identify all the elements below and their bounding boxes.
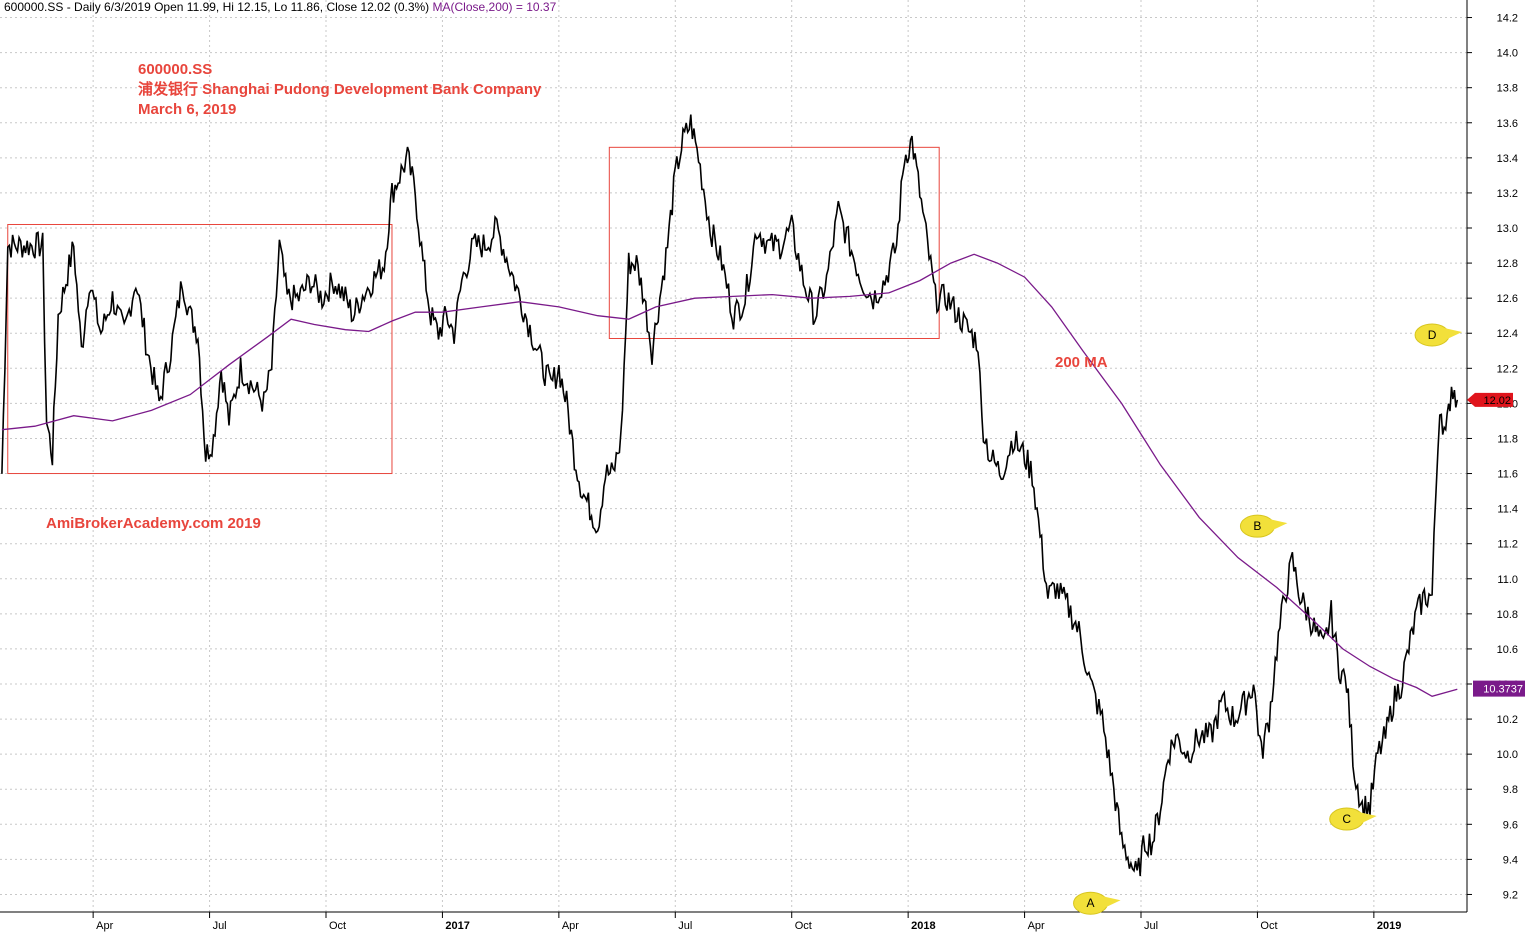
last-close-value: 12.02 [1483,395,1511,407]
range-box [608,146,940,339]
chart-annotation-title: 600000.SS 浦发银行 Shanghai Pudong Developme… [138,60,541,120]
x-axis-ticks: Apr Jul Oct 2017 Apr Jul Oct 2018 Apr Jul Oct 2019 [92,912,1401,932]
ma-series [1,253,1458,697]
y-tick-label: 13.6 [1497,118,1518,130]
x-tick-label: Jul [678,920,692,932]
callout-a: A [1073,891,1121,915]
x-tick-label: Oct [1260,920,1277,932]
x-tick-label: Oct [795,920,812,932]
y-tick-label: 9.6 [1503,819,1518,831]
y-tick-label: 12.4 [1497,328,1518,340]
x-tick-label: Jul [1144,920,1158,932]
callout-label: D [1428,328,1437,342]
last-ma-badge: 10.3737 [1473,680,1525,697]
x-tick-label: 2019 [1377,920,1401,932]
range-box [7,223,393,475]
x-tick-label: 2018 [911,920,935,932]
y-tick-label: 11.8 [1497,433,1518,445]
x-tick-label: Oct [329,920,346,932]
y-tick-label: 12.8 [1497,258,1518,270]
callout-c: C [1329,807,1377,831]
chart-header: 600000.SS - Daily 6/3/2019 Open 11.99, H… [4,0,556,14]
last-close-badge: 12.02 [1467,392,1513,407]
x-tick-label: Jul [213,920,227,932]
y-tick-label: 11.4 [1497,504,1518,516]
y-tick-label: 13.2 [1497,188,1518,200]
annotation-company: 浦发银行 Shanghai Pudong Development Bank Co… [138,81,542,98]
y-tick-label: 10.0 [1497,749,1518,761]
annotation-symbol: 600000.SS [138,61,213,78]
x-tick-label: 2017 [445,920,469,932]
y-tick-label: 13.4 [1497,153,1518,165]
grid-lines [0,0,1467,912]
callout-label: A [1087,896,1095,910]
range-boxes [7,146,940,475]
price-series [1,114,1459,877]
last-ma-value: 10.3737 [1483,684,1523,696]
wave-callouts: A B C D [1073,323,1463,915]
y-tick-label: 10.6 [1497,644,1518,656]
y-tick-label: 9.2 [1503,889,1518,901]
y-axis-ticks: 9.29.49.69.810.010.210.410.610.811.011.2… [1467,13,1518,901]
callout-label: B [1253,519,1261,533]
ma-line [1,253,1458,697]
y-tick-label: 13.0 [1497,223,1518,235]
y-tick-label: 11.0 [1497,574,1518,586]
callout-b: B [1239,514,1288,538]
x-tick-label: Apr [562,920,579,932]
y-tick-label: 11.2 [1497,539,1518,551]
y-tick-label: 10.2 [1497,714,1518,726]
y-tick-label: 13.8 [1497,83,1518,95]
y-tick-label: 10.8 [1497,609,1518,621]
callout-label: C [1342,812,1351,826]
y-tick-label: 11.6 [1497,469,1518,481]
last-value-badges: 12.02 10.3737 [1467,392,1525,697]
symbol-info: 600000.SS - Daily 6/3/2019 Open 11.99, H… [4,0,430,14]
y-tick-label: 14.2 [1497,13,1518,25]
y-tick-label: 9.8 [1503,784,1518,796]
x-tick-label: Apr [96,920,113,932]
callout-d: D [1414,323,1463,347]
price-line [1,114,1459,877]
ma-info: MA(Close,200) = 10.37 [432,0,557,14]
y-tick-label: 12.6 [1497,293,1518,305]
annotation-date: March 6, 2019 [138,101,237,118]
y-tick-label: 14.0 [1497,48,1518,60]
y-tick-label: 12.2 [1497,363,1518,375]
y-tick-label: 9.4 [1503,854,1518,866]
watermark: AmiBrokerAcademy.com 2019 [46,515,261,532]
ma-label: 200 MA [1055,354,1108,371]
x-tick-label: Apr [1028,920,1045,932]
